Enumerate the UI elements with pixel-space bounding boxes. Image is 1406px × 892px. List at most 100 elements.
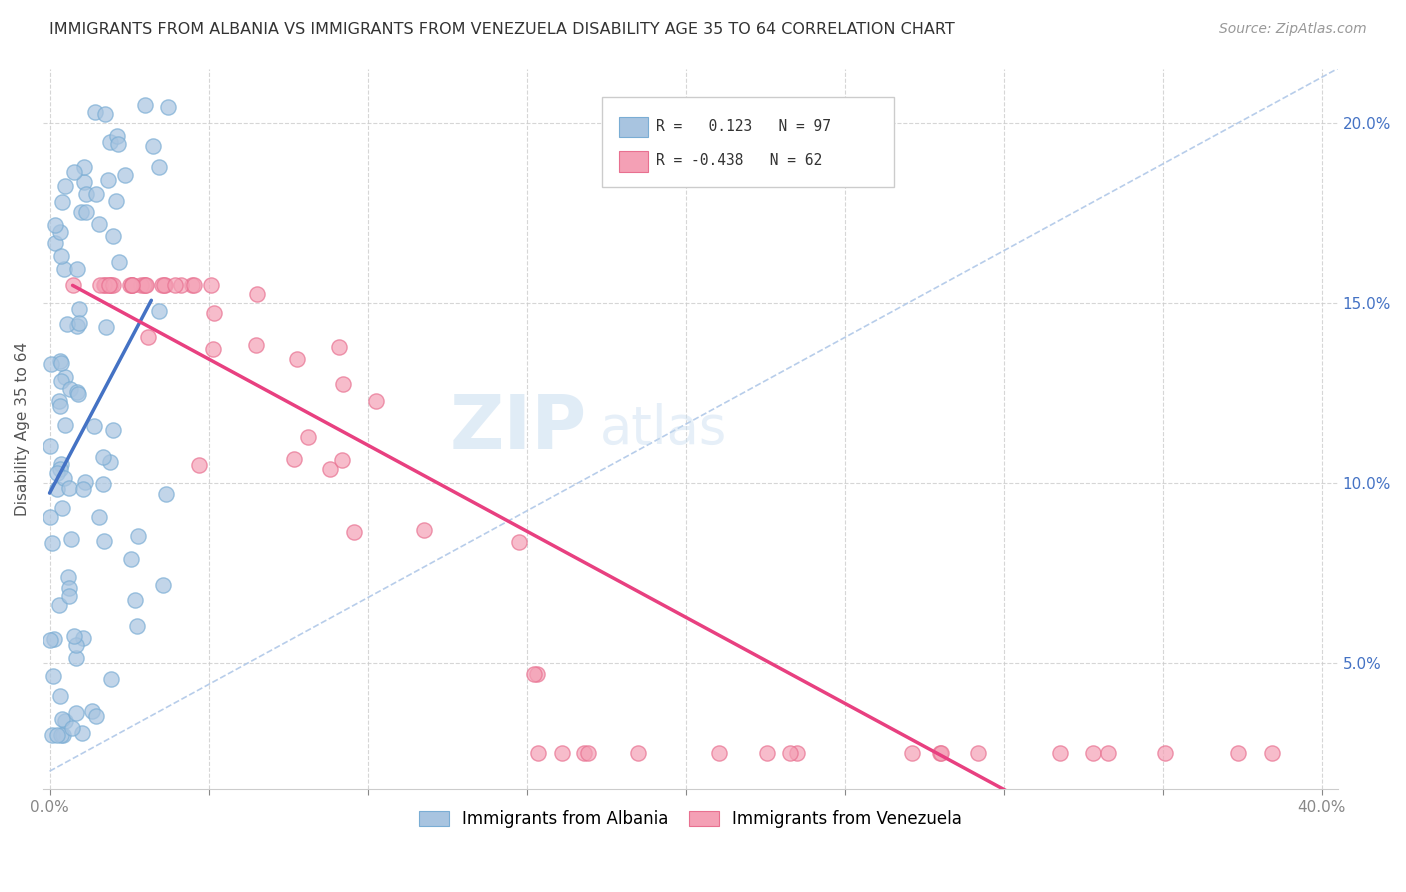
- Point: [1049, 746, 1071, 760]
- Point: [83, 105, 105, 120]
- Point: [52, 471, 75, 485]
- Point: [285, 351, 308, 366]
- Point: [75, 186, 97, 201]
- Point: [142, 138, 165, 153]
- Point: [127, 529, 149, 543]
- Point: [53, 370, 76, 384]
- Point: [152, 277, 174, 292]
- Point: [105, 129, 128, 144]
- FancyBboxPatch shape: [602, 97, 894, 187]
- Point: [93, 277, 115, 292]
- Point: [73, 175, 96, 189]
- Point: [58, 581, 80, 595]
- Point: [84, 709, 107, 723]
- Point: [41, 536, 63, 550]
- Point: [51, 195, 73, 210]
- Point: [93, 533, 115, 548]
- Point: [52, 728, 75, 742]
- Point: [200, 277, 222, 292]
- Point: [97, 173, 120, 187]
- Point: [83, 418, 105, 433]
- Point: [134, 277, 156, 292]
- Point: [53, 261, 76, 276]
- Point: [1097, 746, 1119, 760]
- Point: [49, 225, 72, 239]
- Point: [46, 482, 69, 496]
- Point: [65, 638, 87, 652]
- Point: [107, 255, 129, 269]
- Point: [153, 277, 176, 292]
- Point: [41, 728, 63, 742]
- Point: [87, 217, 110, 231]
- Point: [44, 235, 66, 250]
- Point: [67, 387, 90, 401]
- Point: [39, 632, 62, 647]
- Point: [107, 136, 129, 151]
- Point: [93, 277, 115, 292]
- Point: [283, 452, 305, 467]
- Point: [523, 667, 546, 681]
- Point: [332, 376, 354, 391]
- Point: [319, 462, 342, 476]
- Text: atlas: atlas: [600, 403, 727, 455]
- Point: [1153, 746, 1175, 760]
- Point: [156, 100, 179, 114]
- Point: [39, 357, 62, 371]
- Point: [75, 204, 97, 219]
- Point: [72, 631, 94, 645]
- Point: [786, 746, 808, 760]
- Point: [104, 194, 127, 209]
- Point: [526, 746, 548, 760]
- Point: [98, 277, 121, 292]
- Point: [707, 746, 730, 760]
- Point: [66, 385, 89, 400]
- Text: R = -0.438   N = 62: R = -0.438 N = 62: [655, 153, 821, 169]
- Point: [80, 704, 103, 718]
- Point: [152, 578, 174, 592]
- Point: [84, 187, 107, 202]
- Point: [49, 689, 72, 703]
- Point: [245, 337, 267, 351]
- Point: [120, 277, 142, 292]
- Point: [66, 318, 89, 333]
- Point: [58, 589, 80, 603]
- Point: [1226, 746, 1249, 760]
- Point: [413, 523, 436, 537]
- Point: [101, 277, 124, 292]
- Point: [65, 650, 87, 665]
- Point: [153, 277, 176, 292]
- Point: [49, 354, 72, 368]
- Point: [56, 570, 79, 584]
- Point: [576, 746, 599, 760]
- Point: [59, 383, 82, 397]
- Point: [67, 301, 90, 316]
- Point: [246, 286, 269, 301]
- Point: [45, 467, 67, 481]
- Point: [75, 475, 97, 489]
- Point: [51, 248, 73, 262]
- Point: [39, 510, 62, 524]
- Point: [70, 204, 93, 219]
- Point: [202, 306, 225, 320]
- Point: [55, 317, 77, 331]
- Point: [124, 592, 146, 607]
- Point: [38, 439, 60, 453]
- Point: [148, 303, 170, 318]
- Point: [49, 356, 72, 370]
- Point: [49, 728, 72, 742]
- Point: [343, 525, 366, 540]
- Point: [526, 667, 548, 681]
- Point: [155, 487, 177, 501]
- Y-axis label: Disability Age 35 to 64: Disability Age 35 to 64: [15, 342, 30, 516]
- Point: [121, 277, 143, 292]
- Point: [89, 510, 111, 524]
- Point: [65, 706, 87, 720]
- Point: [58, 481, 80, 495]
- Point: [129, 277, 152, 292]
- Point: [51, 458, 73, 472]
- Point: [53, 714, 76, 728]
- Point: [755, 746, 778, 760]
- Point: [98, 455, 121, 469]
- Point: [100, 135, 122, 149]
- Point: [51, 712, 73, 726]
